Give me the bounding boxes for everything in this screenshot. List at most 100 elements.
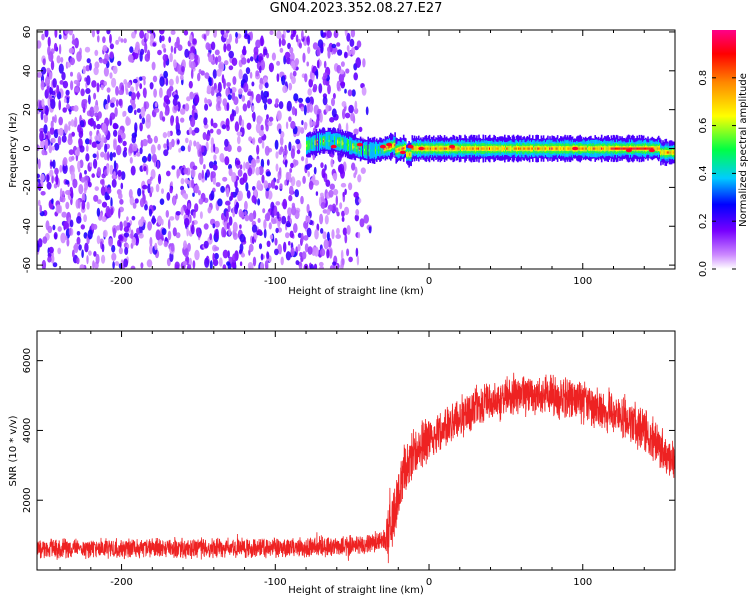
heatmap-cell xyxy=(363,148,365,151)
heatmap-cell xyxy=(348,182,353,191)
heatmap-cell xyxy=(263,180,269,189)
heatmap-cell xyxy=(511,147,514,150)
heatmap-cell xyxy=(414,147,417,150)
heatmap-cell xyxy=(237,145,242,153)
heatmap-cell xyxy=(457,147,460,150)
heatmap-cell xyxy=(71,155,75,161)
heatmap-cell xyxy=(501,147,504,150)
heatmap-cell xyxy=(285,232,290,239)
heatmap-cell xyxy=(244,211,247,216)
heatmap-cell xyxy=(141,155,148,163)
heatmap-cell xyxy=(286,100,292,112)
x-tick-label: -200 xyxy=(110,276,133,287)
heatmap-cell xyxy=(188,127,193,135)
heatmap-cell xyxy=(330,158,334,168)
heatmap-cell xyxy=(344,143,347,146)
heatmap-cell xyxy=(88,94,91,105)
heatmap-cell xyxy=(60,232,66,244)
heatmap-cell xyxy=(163,149,169,157)
heatmap-cell xyxy=(394,144,396,147)
heatmap-cell xyxy=(103,81,107,86)
heatmap-cell xyxy=(57,128,63,135)
heatmap-cell xyxy=(348,104,354,114)
heatmap-cell xyxy=(358,198,362,204)
heatmap-cell xyxy=(520,147,522,150)
heatmap-cell xyxy=(612,147,615,150)
heatmap-cell xyxy=(203,34,207,40)
heatmap-cell xyxy=(293,93,299,102)
heatmap-cell xyxy=(607,147,609,150)
heatmap-cell xyxy=(322,209,328,214)
heatmap-cell xyxy=(335,234,342,239)
heatmap-cell xyxy=(603,147,605,150)
heatmap-cell xyxy=(176,129,181,136)
heatmap-cell xyxy=(123,232,130,238)
heatmap-cell xyxy=(667,151,670,154)
heatmap-cell xyxy=(232,221,238,233)
heatmap-cell xyxy=(120,171,126,181)
heatmap-cell xyxy=(466,147,468,150)
plot-frame xyxy=(36,29,676,270)
heatmap-cell xyxy=(109,112,116,120)
heatmap-cell xyxy=(76,51,82,62)
heatmap-cell xyxy=(169,52,173,63)
heatmap-cell xyxy=(468,147,471,150)
heatmap-cell xyxy=(187,242,191,252)
heatmap-cell xyxy=(172,97,178,107)
heatmap-cell xyxy=(514,147,517,150)
heatmap-cell xyxy=(112,152,116,158)
heatmap-cell xyxy=(617,147,619,150)
heatmap-cell xyxy=(434,147,436,150)
heatmap-cell xyxy=(137,187,142,197)
heatmap-cell xyxy=(112,65,118,75)
heatmap-cell xyxy=(40,66,47,75)
heatmap-cell xyxy=(166,170,171,177)
heatmap-cell xyxy=(553,147,556,150)
heatmap-cell xyxy=(40,191,46,196)
heatmap-cell xyxy=(312,153,316,161)
heatmap-cell xyxy=(183,167,189,175)
heatmap-cell xyxy=(275,98,278,107)
heatmap-cell xyxy=(288,241,291,246)
heatmap-cell xyxy=(521,147,523,150)
heatmap-cell xyxy=(300,106,305,112)
heatmap-cell xyxy=(220,185,226,193)
heatmap-cell xyxy=(96,152,99,160)
heatmap-cell xyxy=(42,58,46,66)
heatmap-cell xyxy=(200,70,205,76)
heatmap-cell xyxy=(265,123,269,132)
heatmap-cell xyxy=(41,259,47,269)
heatmap-cell xyxy=(85,65,91,72)
heatmap-cell xyxy=(94,135,99,141)
heatmap-cell xyxy=(433,147,435,150)
snr-panel: -200 -100 0 100 2000 4000 6000 Height of strai… xyxy=(8,330,676,596)
y-tick-label: 6000 xyxy=(22,348,33,373)
heatmap-cell xyxy=(344,112,351,119)
heatmap-cell xyxy=(362,148,364,151)
heatmap-cell xyxy=(193,184,200,194)
heatmap-cell xyxy=(338,141,340,144)
heatmap-cell xyxy=(267,121,273,127)
heatmap-cell xyxy=(261,140,265,149)
heatmap-cell xyxy=(624,147,627,150)
heatmap-cell xyxy=(71,39,78,45)
heatmap-cell xyxy=(242,73,248,84)
heatmap-cell xyxy=(255,166,260,176)
heatmap-hotspot xyxy=(572,146,579,151)
heatmap-cell xyxy=(128,189,133,199)
heatmap-cell xyxy=(313,166,317,175)
heatmap-cell xyxy=(94,49,99,57)
heatmap-cell xyxy=(288,141,292,152)
heatmap-cell xyxy=(279,183,283,190)
heatmap-cell xyxy=(204,103,209,111)
heatmap-cell xyxy=(170,30,176,35)
x-axis-label: Height of straight line (km) xyxy=(288,286,424,297)
heatmap-cell xyxy=(347,50,352,56)
heatmap-cell xyxy=(196,141,200,151)
heatmap-cell xyxy=(63,220,69,229)
heatmap-cell xyxy=(171,165,176,170)
heatmap-cell xyxy=(252,137,256,146)
heatmap-cell xyxy=(439,147,442,150)
heatmap-cell xyxy=(359,218,365,228)
x-tick-label: -100 xyxy=(264,577,287,588)
